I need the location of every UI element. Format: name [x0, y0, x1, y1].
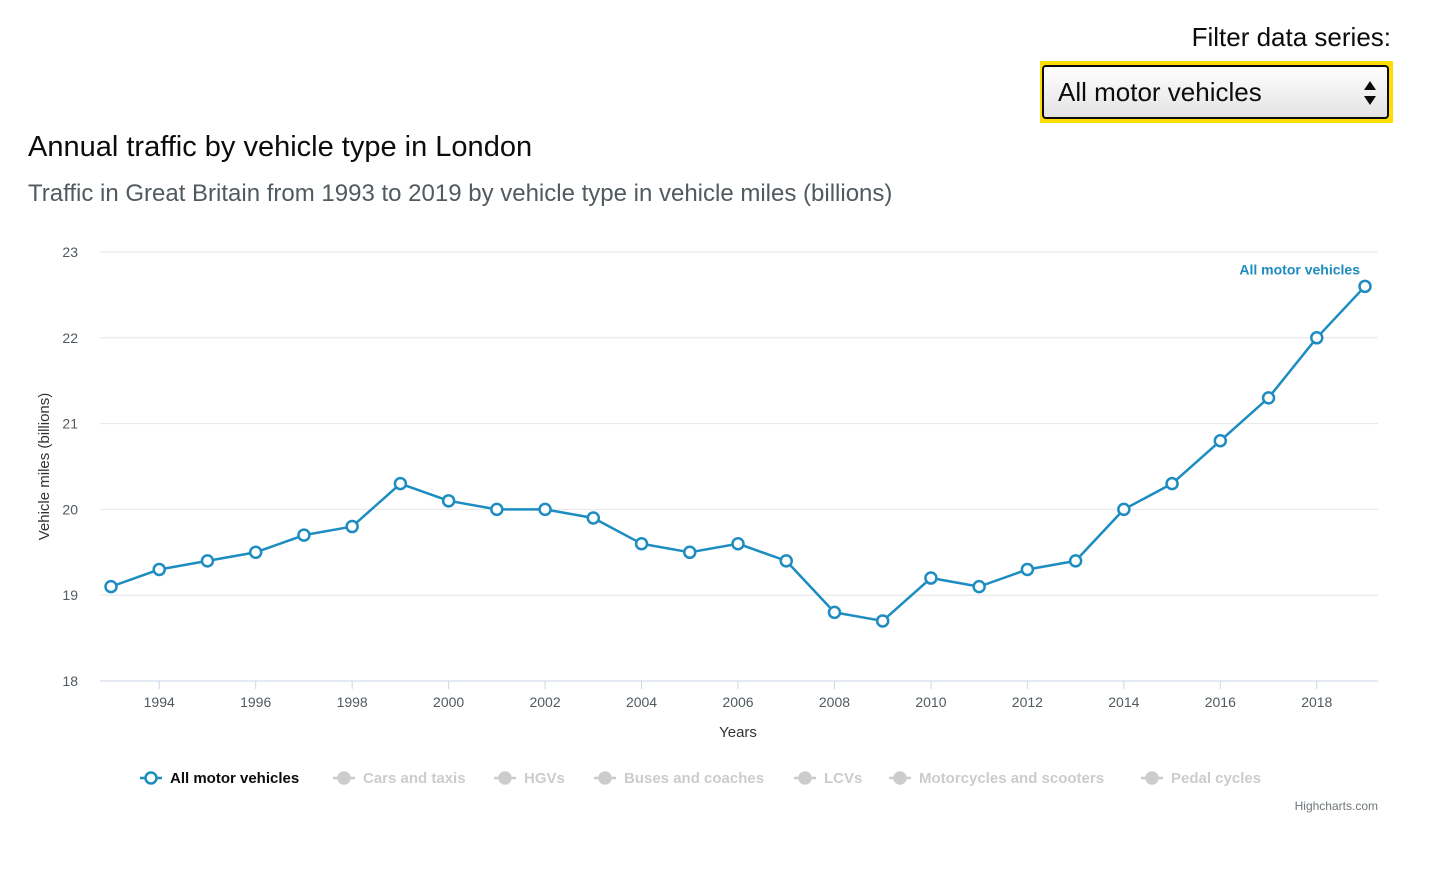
x-tick-label: 2018 [1301, 694, 1332, 710]
y-tick-label: 18 [62, 673, 78, 689]
sort-arrows-icon [1364, 81, 1376, 105]
legend-item[interactable]: Motorcycles and scooters [919, 770, 1104, 787]
x-tick-label: 2004 [626, 694, 657, 710]
data-point [1358, 279, 1372, 294]
legend-marker [337, 771, 351, 785]
data-point [731, 536, 745, 551]
x-tick-label: 2000 [433, 694, 464, 710]
legend-marker [498, 771, 512, 785]
data-point [924, 571, 938, 585]
series-line [110, 285, 1366, 623]
data-point [393, 476, 408, 491]
legend-item[interactable]: Pedal cycles [1171, 770, 1261, 787]
data-point [586, 511, 601, 525]
data-point [490, 502, 504, 517]
x-tick-label: 1994 [144, 694, 175, 710]
series-select-focus-ring: All motor vehicles [1040, 61, 1393, 123]
chart-title: Annual traffic by vehicle type in London [28, 131, 533, 163]
filter-label: Filter data series: [1191, 22, 1391, 52]
legend-item[interactable]: HGVs [524, 770, 565, 787]
x-tick-label: 2010 [915, 694, 946, 710]
data-point [538, 502, 552, 517]
data-point [1261, 391, 1276, 405]
x-axis-title: Years [719, 724, 757, 741]
legend-marker [144, 771, 158, 785]
data-point [248, 545, 263, 560]
y-axis-title: Vehicle miles (billions) [36, 393, 53, 541]
x-tick-label: 2012 [1012, 694, 1043, 710]
y-tick-label: 23 [62, 244, 78, 260]
series-end-label: All motor vehicles [1239, 261, 1360, 277]
chart-subtitle: Traffic in Great Britain from 1993 to 20… [28, 180, 893, 207]
x-tick-label: 2016 [1205, 694, 1236, 710]
data-point [827, 605, 842, 620]
x-tick-label: 2008 [819, 694, 850, 710]
data-point [1068, 554, 1083, 568]
data-point [1117, 502, 1131, 517]
data-point [1165, 476, 1179, 491]
legend-item[interactable]: Buses and coaches [624, 770, 764, 787]
legend-marker [798, 771, 812, 785]
legend-item[interactable]: All motor vehicles [170, 770, 299, 787]
data-point [1310, 331, 1324, 345]
series-select-value: All motor vehicles [1058, 77, 1262, 107]
data-point [779, 554, 793, 568]
data-point [972, 579, 986, 594]
data-point [875, 614, 890, 628]
series-select[interactable]: All motor vehicles [1042, 65, 1389, 119]
data-point [683, 545, 697, 560]
line-chart: 18 19 20 21 22 23 1994 1996 1998 2000 2002 2004 2006… [36, 244, 1378, 787]
data-point [441, 494, 456, 508]
data-point [1213, 434, 1228, 448]
data-point [104, 579, 118, 594]
x-tick-label: 2014 [1108, 694, 1139, 710]
x-tick-label: 2002 [529, 694, 560, 710]
data-point [152, 562, 166, 577]
legend-item[interactable]: LCVs [824, 770, 862, 787]
y-tick-label: 21 [62, 416, 78, 432]
legend-marker [598, 771, 612, 785]
y-tick-label: 22 [62, 330, 78, 346]
y-tick-label: 20 [62, 501, 78, 517]
data-point [345, 519, 359, 534]
x-tick-label: 1998 [337, 694, 368, 710]
legend-marker [893, 771, 907, 785]
data-point [297, 528, 311, 542]
x-tick-label: 2006 [722, 694, 753, 710]
y-tick-label: 19 [62, 587, 78, 603]
legend-item[interactable]: Cars and taxis [363, 770, 466, 787]
data-point [1020, 562, 1035, 577]
legend-marker [1145, 771, 1159, 785]
x-tick-label: 1996 [240, 694, 271, 710]
data-point [200, 554, 215, 568]
data-point [634, 536, 649, 551]
highcharts-credit[interactable]: Highcharts.com [1294, 799, 1378, 813]
